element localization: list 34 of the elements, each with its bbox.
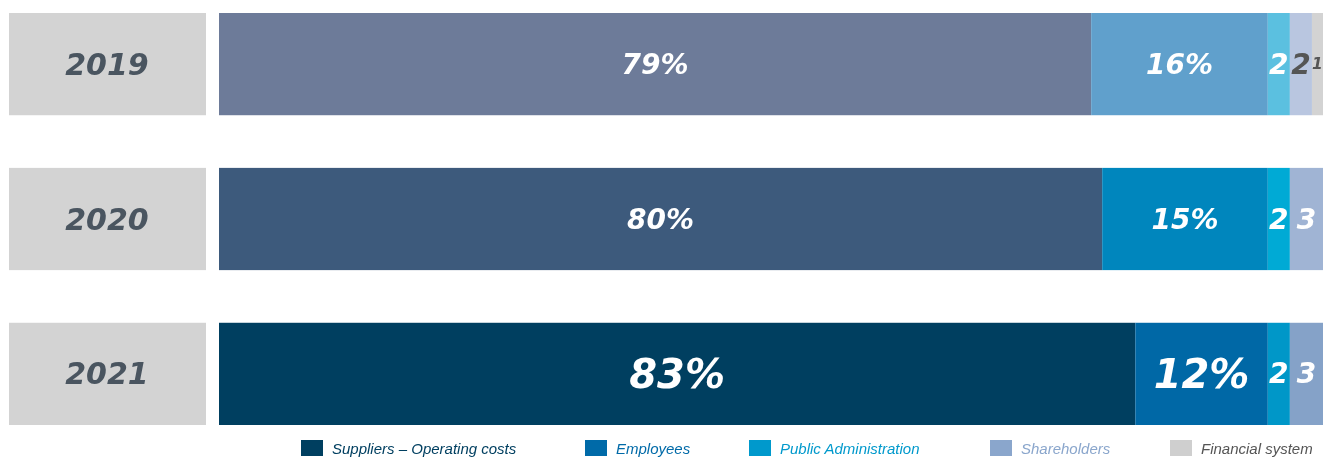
y-tick-label: 2021 (65, 356, 149, 392)
legend-label: Employees (616, 440, 691, 457)
bar (1135, 322, 1268, 425)
legend-label: Public Administration (780, 440, 920, 457)
data-label: 2 (1269, 47, 1289, 81)
data-label: 15% (1151, 202, 1219, 236)
bar (1091, 13, 1268, 116)
legend-label: Financial system (1201, 440, 1313, 457)
bar (1289, 13, 1312, 116)
data-label: 1 (1312, 55, 1323, 74)
bar (1267, 167, 1290, 271)
bar (219, 322, 1136, 425)
bar (1311, 13, 1323, 116)
bar (219, 13, 1092, 116)
data-label: 3 (1296, 202, 1317, 236)
data-label: 83% (629, 350, 726, 397)
y-tick-label: 2020 (65, 201, 149, 237)
data-label: 16% (1145, 47, 1213, 81)
bar (1267, 322, 1290, 425)
legend-label: Suppliers – Operating costs (332, 440, 517, 457)
data-label: 2 (1291, 47, 1311, 81)
y-tick-label: 2019 (65, 46, 149, 82)
data-label: 79% (621, 47, 689, 81)
bar (1289, 322, 1323, 425)
data-label: 3 (1296, 357, 1317, 391)
bar (219, 167, 1103, 271)
bar (1267, 13, 1290, 116)
legend-label: Shareholders (1021, 440, 1111, 457)
data-label: 2 (1269, 357, 1289, 391)
data-label: 12% (1153, 350, 1250, 397)
bar (1289, 167, 1323, 271)
data-label: 80% (627, 202, 695, 236)
bar (1102, 167, 1268, 271)
data-label: 2 (1269, 202, 1289, 236)
